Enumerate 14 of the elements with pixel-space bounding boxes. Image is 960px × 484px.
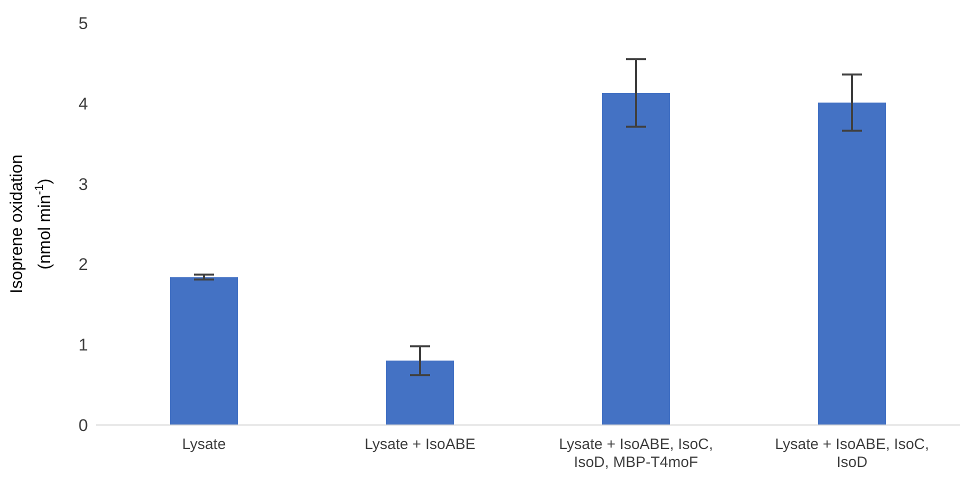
y-tick-label: 1 bbox=[78, 336, 88, 355]
bar bbox=[170, 277, 238, 425]
y-tick-label: 2 bbox=[78, 255, 88, 274]
y-tick-label: 4 bbox=[78, 94, 88, 114]
y-tick-label: 5 bbox=[78, 14, 88, 34]
x-tick-label: Lysate + IsoABE, IsoC, IsoD, MBP-T4moF bbox=[558, 436, 714, 471]
x-tick-label: Lysate + IsoABE, IsoC, IsoD bbox=[774, 436, 930, 471]
bar bbox=[602, 92, 670, 425]
x-tick-label: Lysate bbox=[182, 436, 226, 453]
y-tick-label: 3 bbox=[78, 174, 88, 194]
bar bbox=[818, 102, 886, 425]
bar bbox=[386, 360, 454, 425]
x-tick-label: Lysate + IsoABE bbox=[364, 436, 476, 453]
y-tick-label: 0 bbox=[78, 416, 88, 436]
